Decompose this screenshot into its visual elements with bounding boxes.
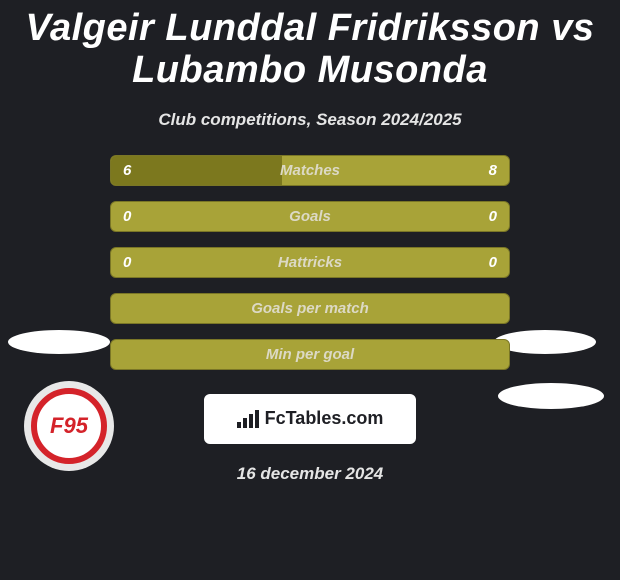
stat-value-left: 6 [123, 162, 131, 179]
stat-label: Goals per match [251, 300, 369, 317]
date: 16 december 2024 [0, 464, 620, 484]
club-logo-text: F95 [31, 388, 107, 464]
fctables-logo-text: FcTables.com [265, 408, 384, 429]
title: Valgeir Lunddal Fridriksson vs Lubambo M… [0, 0, 620, 92]
player-left-ellipse [8, 330, 110, 354]
stat-label: Hattricks [278, 254, 342, 271]
club-logo: F95 [24, 381, 114, 471]
stat-row: 6 Matches 8 [110, 155, 510, 186]
stat-value-left: 0 [123, 254, 131, 271]
subtitle: Club competitions, Season 2024/2025 [0, 110, 620, 130]
chart-bars-icon [237, 410, 259, 428]
stat-value-right: 0 [489, 208, 497, 225]
stat-row: 0 Hattricks 0 [110, 247, 510, 278]
stat-value-left: 0 [123, 208, 131, 225]
stat-rows: 6 Matches 8 0 Goals 0 0 Hattricks 0 Goals per mat… [110, 155, 510, 370]
stat-label: Min per goal [266, 346, 354, 363]
stat-label: Matches [280, 162, 340, 179]
fctables-logo: FcTables.com [202, 392, 418, 446]
player-right-ellipse-2 [498, 383, 604, 409]
infographic-container: Valgeir Lunddal Fridriksson vs Lubambo M… [0, 0, 620, 580]
comparison-area: F95 6Matches80Goals00Hattricks0Goals per… [0, 155, 620, 370]
stat-row: Goals per match [110, 293, 510, 324]
stat-label: Goals [289, 208, 331, 225]
stat-bar-fill [111, 156, 282, 185]
stat-row: Min per goal [110, 339, 510, 370]
stat-value-right: 0 [489, 254, 497, 271]
stat-row: 0 Goals 0 [110, 201, 510, 232]
stat-value-right: 8 [489, 162, 497, 179]
